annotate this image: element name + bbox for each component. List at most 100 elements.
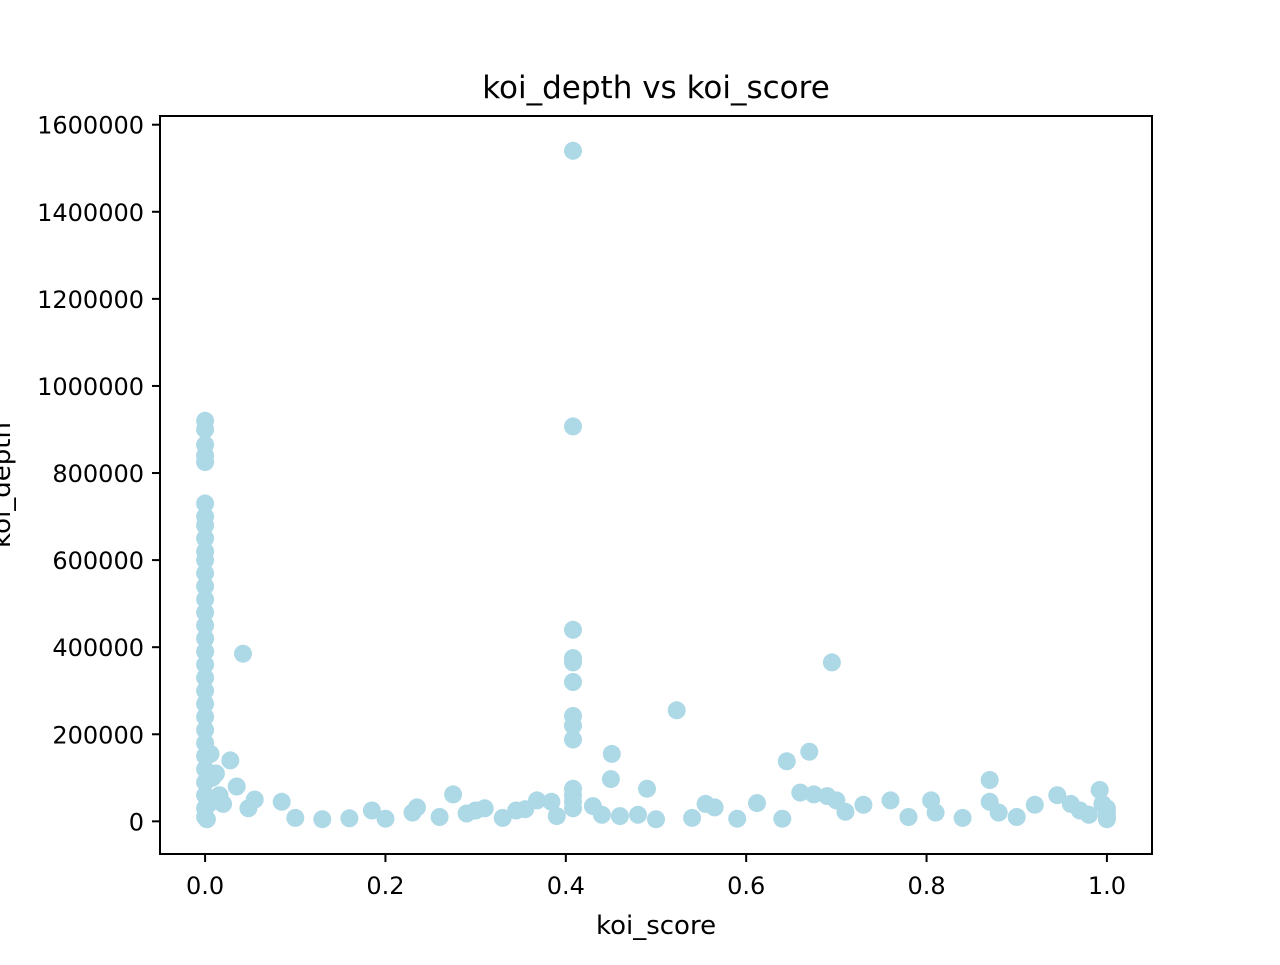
data-point — [196, 603, 215, 622]
data-point — [564, 716, 582, 735]
y-tick-label: 1000000 — [37, 373, 144, 401]
data-point — [196, 494, 215, 513]
data-point — [196, 564, 215, 583]
data-point — [705, 798, 724, 817]
data-point — [1090, 781, 1109, 799]
data-point — [953, 808, 972, 827]
data-point — [773, 809, 792, 828]
data-point — [547, 807, 566, 826]
y-tick-label: 600000 — [52, 547, 144, 575]
data-point — [804, 785, 823, 804]
data-point — [667, 701, 686, 720]
data-point — [542, 792, 561, 811]
data-point — [196, 453, 215, 472]
data-point — [728, 809, 747, 828]
data-point — [196, 668, 215, 687]
data-point — [1079, 805, 1098, 824]
data-point — [196, 516, 215, 535]
data-point — [313, 810, 332, 829]
data-point — [196, 616, 215, 635]
data-point — [629, 805, 647, 824]
data-point — [881, 791, 900, 810]
data-point — [854, 795, 873, 814]
data-point — [564, 673, 582, 691]
data-point — [564, 141, 582, 160]
data-point — [286, 808, 305, 827]
data-point — [196, 681, 215, 700]
data-point — [564, 799, 582, 818]
data-point — [610, 807, 629, 826]
plot-frame — [159, 115, 1153, 855]
x-tick-label: 1.0 — [1088, 872, 1126, 900]
data-point — [822, 653, 841, 672]
data-point — [206, 764, 225, 783]
data-point — [528, 791, 546, 810]
data-point — [800, 742, 819, 761]
data-point — [214, 794, 233, 813]
data-point — [602, 744, 621, 763]
data-point — [196, 529, 215, 548]
data-point — [748, 794, 766, 813]
y-tick-label: 200000 — [52, 721, 144, 749]
data-point — [196, 707, 215, 726]
data-point — [196, 655, 215, 674]
x-axis: 0.0 0.2 0.4 0.6 0.8 1.0 — [186, 854, 1126, 900]
data-point — [647, 810, 665, 829]
data-point — [196, 551, 215, 570]
data-point — [196, 629, 215, 648]
data-point — [926, 803, 945, 822]
y-tick-label: 0 — [129, 808, 144, 836]
data-point — [196, 590, 215, 609]
x-tick-label: 0.0 — [186, 872, 224, 900]
data-point — [430, 808, 449, 826]
data-point — [564, 620, 582, 639]
data-point — [444, 785, 463, 804]
data-point — [196, 720, 215, 739]
data-point — [638, 779, 656, 798]
y-tick-label: 1600000 — [37, 112, 144, 140]
data-point — [791, 783, 810, 802]
data-point — [245, 790, 264, 809]
data-point — [592, 805, 611, 824]
data-point — [196, 694, 215, 713]
data-point — [1025, 795, 1044, 814]
data-point — [227, 777, 246, 796]
data-point — [601, 770, 620, 789]
data-point — [197, 810, 216, 829]
data-point — [408, 798, 426, 817]
y-tick-label: 1400000 — [37, 199, 144, 227]
data-point — [989, 803, 1008, 822]
data-point — [475, 799, 494, 818]
y-tick-label: 800000 — [52, 460, 144, 488]
y-axis: 0 200000 400000 600000 800000 1000000 1200000 1… — [37, 112, 160, 836]
data-point — [362, 801, 381, 820]
x-tick-label: 0.8 — [907, 872, 945, 900]
data-point — [1007, 808, 1026, 826]
x-tick-label: 0.6 — [727, 872, 765, 900]
x-tick-label: 0.4 — [547, 872, 585, 900]
data-point — [1048, 786, 1067, 805]
data-point — [196, 420, 215, 439]
y-tick-label: 1200000 — [37, 286, 144, 314]
data-point — [564, 730, 582, 749]
data-point — [196, 642, 215, 661]
data-point — [980, 771, 999, 789]
data-point — [272, 792, 291, 811]
data-point — [1097, 810, 1116, 829]
x-axis-label: koi_score — [596, 911, 716, 941]
data-point — [564, 417, 582, 436]
data-point — [777, 752, 796, 771]
y-tick-label: 400000 — [52, 634, 144, 662]
data-point — [899, 808, 918, 826]
data-point — [196, 577, 215, 596]
y-axis-label: koi_depth — [0, 422, 17, 548]
data-point — [340, 809, 359, 828]
data-point — [564, 653, 582, 672]
data-point — [376, 809, 395, 828]
data-point — [683, 808, 702, 827]
data-point — [221, 751, 240, 770]
data-point — [234, 644, 252, 663]
chart-title: koi_depth vs koi_score — [482, 70, 830, 106]
